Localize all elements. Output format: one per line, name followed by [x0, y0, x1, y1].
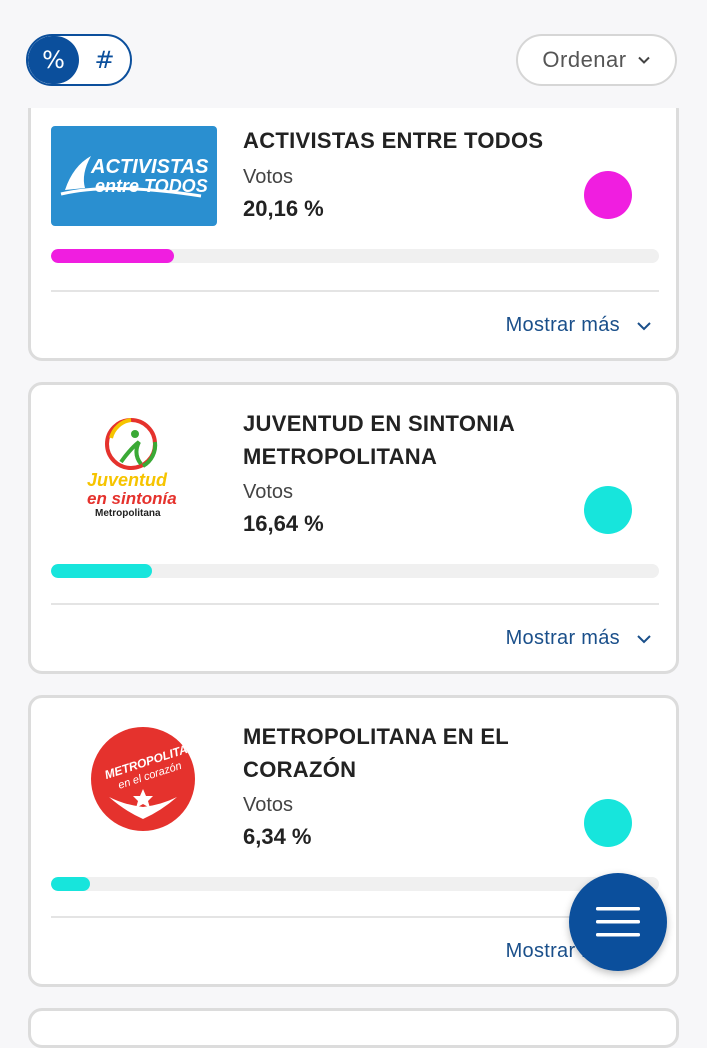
- party-color-dot: [584, 171, 632, 219]
- votes-label: Votos: [243, 166, 294, 188]
- svg-text:Juventud: Juventud: [87, 470, 168, 490]
- chevron-down-icon: [637, 634, 651, 643]
- party-name: JUVENTUD EN SINTONIA METROPOLITANA: [243, 407, 603, 473]
- chevron-down-icon: [637, 56, 650, 64]
- show-more-button[interactable]: Mostrar más: [506, 627, 652, 650]
- party-card: METROPOLITANA en el corazón METROPOLITAN…: [28, 695, 679, 987]
- votes-value: 6,34 %: [243, 824, 312, 849]
- votes-label: Votos: [243, 481, 294, 503]
- metropolitana-logo: METROPOLITANA en el corazón: [91, 727, 206, 831]
- party-name-line: CORAZÓN: [243, 757, 357, 782]
- party-logo-metropolitana: METROPOLITANA en el corazón: [51, 727, 217, 831]
- vote-progress-bar: [51, 877, 659, 891]
- percent-count-toggle[interactable]: % #: [26, 34, 132, 86]
- party-logo-activistas: ACTIVISTAS entre TODOS: [51, 126, 217, 226]
- show-more-label: Mostrar más: [505, 314, 620, 336]
- top-bar: % # Ordenar: [0, 0, 707, 108]
- party-name-line: METROPOLITANA EN EL: [243, 724, 510, 749]
- svg-text:ACTIVISTAS: ACTIVISTAS: [90, 156, 209, 178]
- vote-progress-bar: [51, 564, 659, 578]
- votes-value: 16,64 %: [243, 511, 324, 536]
- divider: [51, 603, 659, 605]
- menu-fab-button[interactable]: [569, 873, 667, 971]
- divider: [51, 916, 659, 918]
- vote-progress-fill: [51, 249, 174, 263]
- vote-progress-fill: [51, 564, 153, 578]
- party-card: ACTIVISTAS entre TODOS ACTIVISTAS ENTRE …: [28, 95, 679, 361]
- party-color-dot: [584, 799, 632, 847]
- juventud-logo: Juventud en sintonía Metropolitana: [87, 418, 177, 518]
- party-name: METROPOLITANA EN EL CORAZÓN: [243, 720, 603, 786]
- show-more-label: Mostrar más: [505, 627, 620, 649]
- divider: [51, 290, 659, 292]
- menu-icon: [596, 907, 640, 937]
- party-card-partial: [28, 1008, 679, 1048]
- sort-button-label: Ordenar: [542, 47, 627, 72]
- party-name-line: JUVENTUD EN SINTONIA: [243, 411, 516, 436]
- votes-label: Votos: [243, 794, 294, 816]
- party-card: Juventud en sintonía Metropolitana JUVEN…: [28, 382, 679, 674]
- toggle-percent[interactable]: %: [28, 36, 79, 84]
- party-logo-juventud: Juventud en sintonía Metropolitana: [51, 413, 217, 518]
- vote-progress-bar: [51, 249, 659, 263]
- party-name-line: METROPOLITANA: [243, 444, 438, 469]
- sort-button[interactable]: Ordenar: [516, 34, 677, 86]
- svg-text:en sintonía: en sintonía: [87, 489, 177, 508]
- party-name: ACTIVISTAS ENTRE TODOS: [243, 128, 544, 153]
- svg-text:Metropolitana: Metropolitana: [95, 508, 161, 518]
- vote-progress-fill: [51, 877, 90, 891]
- activistas-logo: ACTIVISTAS entre TODOS: [60, 156, 209, 198]
- toggle-count[interactable]: #: [94, 46, 115, 74]
- show-more-button[interactable]: Mostrar más: [506, 314, 652, 337]
- svg-text:entre TODOS: entre TODOS: [95, 176, 208, 196]
- party-color-dot: [584, 486, 632, 534]
- chevron-down-icon: [637, 321, 651, 330]
- votes-value: 20,16 %: [243, 196, 324, 221]
